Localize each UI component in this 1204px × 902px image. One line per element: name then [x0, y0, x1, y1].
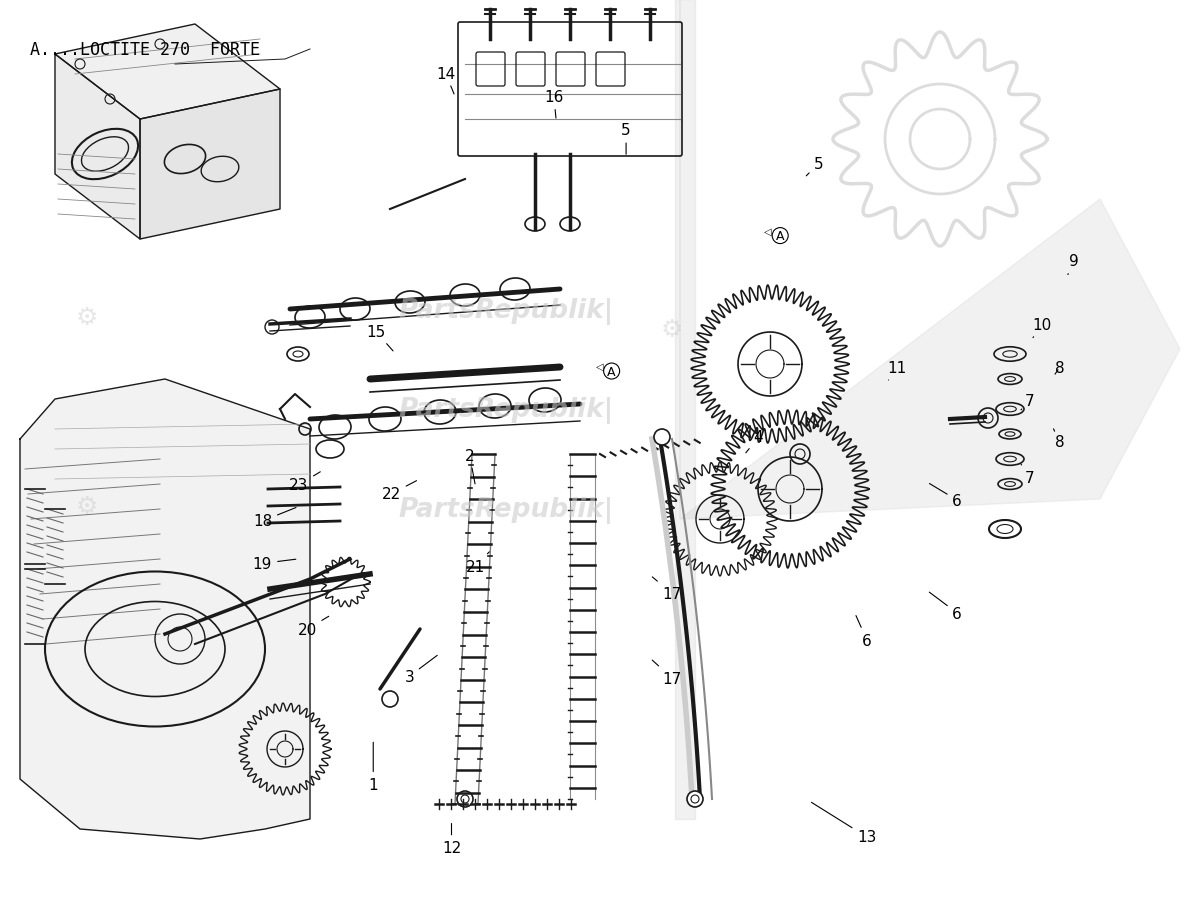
- Text: 14: 14: [436, 67, 455, 95]
- Text: PartsRepublik|: PartsRepublik|: [399, 298, 613, 325]
- Text: 16: 16: [544, 90, 563, 119]
- Text: 17: 17: [653, 660, 681, 686]
- Text: ◁: ◁: [596, 362, 603, 372]
- Text: 10: 10: [1032, 318, 1051, 338]
- Text: 3: 3: [405, 656, 437, 684]
- Text: 5: 5: [621, 124, 631, 155]
- Text: ⚙: ⚙: [661, 318, 683, 341]
- Text: ⚙: ⚙: [76, 306, 98, 329]
- Circle shape: [654, 429, 669, 446]
- Polygon shape: [140, 90, 281, 240]
- Text: 7: 7: [1021, 394, 1034, 410]
- Text: PartsRepublik|: PartsRepublik|: [399, 496, 613, 523]
- Polygon shape: [675, 0, 695, 819]
- Polygon shape: [55, 25, 281, 120]
- Text: 9: 9: [1068, 254, 1079, 275]
- Text: 22: 22: [382, 481, 417, 502]
- Text: 6: 6: [929, 484, 962, 508]
- Text: 12: 12: [442, 824, 461, 855]
- Text: 7: 7: [1021, 465, 1034, 485]
- Text: 15: 15: [366, 325, 393, 352]
- Text: 13: 13: [811, 803, 877, 844]
- Text: 1: 1: [368, 742, 378, 792]
- Polygon shape: [20, 380, 309, 839]
- Text: 17: 17: [653, 577, 681, 601]
- Text: 5: 5: [807, 157, 824, 177]
- Text: ⚙: ⚙: [76, 495, 98, 519]
- Polygon shape: [55, 55, 140, 240]
- Text: 18: 18: [253, 508, 296, 529]
- Text: 2: 2: [465, 448, 476, 484]
- Text: A: A: [775, 230, 785, 243]
- Text: 19: 19: [253, 557, 296, 571]
- Text: ◁: ◁: [765, 226, 772, 236]
- Circle shape: [687, 791, 703, 807]
- Text: 21: 21: [466, 552, 489, 574]
- Text: 8: 8: [1055, 361, 1064, 375]
- Text: 6: 6: [856, 616, 872, 648]
- Text: A: A: [607, 365, 616, 378]
- Text: 6: 6: [929, 593, 962, 621]
- Text: 20: 20: [297, 617, 329, 637]
- Text: 8: 8: [1054, 429, 1064, 449]
- Text: 23: 23: [289, 473, 320, 492]
- Text: 11: 11: [887, 361, 907, 381]
- Text: PartsRepublik|: PartsRepublik|: [399, 397, 613, 424]
- Text: 4: 4: [745, 430, 763, 454]
- Circle shape: [382, 691, 399, 707]
- Polygon shape: [680, 0, 1180, 520]
- Text: A....LOCTITE 270  FORTE: A....LOCTITE 270 FORTE: [30, 41, 260, 59]
